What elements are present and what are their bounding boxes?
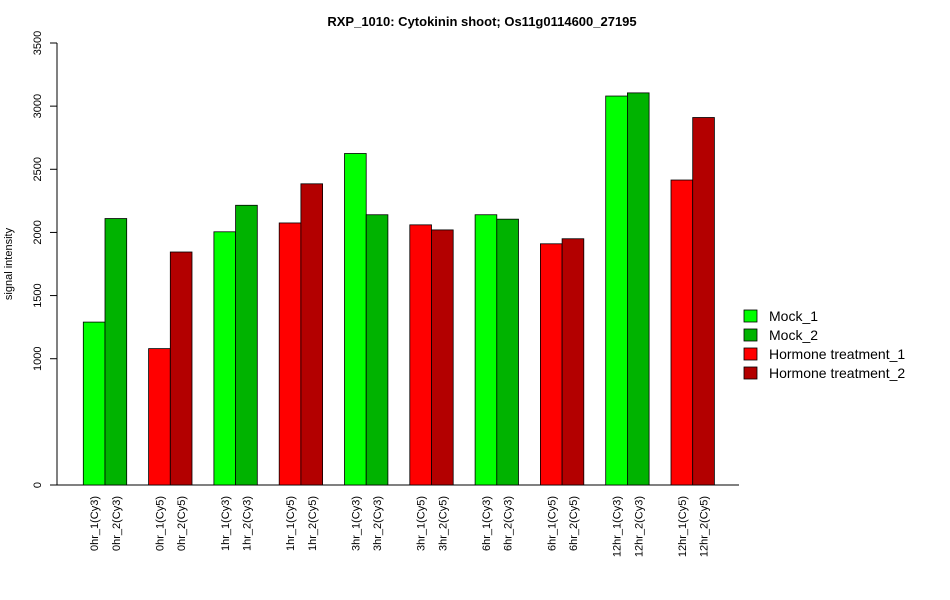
bar-12hr-1-cy5	[670, 179, 694, 486]
x-tick-label: 1hr_1(Cy5)	[285, 496, 297, 551]
x-tick-label: 6hr_1(Cy3)	[481, 496, 493, 551]
bar-6hr-1-cy3	[474, 214, 498, 486]
y-tick-label: 3000	[32, 94, 44, 118]
x-tick-label: 1hr_2(Cy5)	[307, 496, 319, 551]
y-axis-ticks: 0 1000 1500 2000 2500 3000 3500	[32, 31, 57, 488]
legend-swatch	[743, 328, 758, 342]
bar-0hr-1-cy5	[148, 348, 171, 486]
bar-12hr-1-cy3	[605, 95, 628, 486]
y-tick-label: 2500	[32, 157, 44, 181]
x-tick-label: 3hr_2(Cy5)	[437, 496, 449, 551]
x-tick-label: 12hr_2(Cy3)	[633, 496, 645, 557]
bar-3hr-1-cy3	[344, 153, 367, 486]
bar-1hr-2-cy5	[300, 183, 323, 486]
legend-swatch	[743, 366, 758, 380]
y-tick-label: 1500	[32, 283, 44, 307]
y-tick-label: 3500	[32, 31, 44, 55]
bar-0hr-1-cy3	[82, 321, 106, 486]
y-tick-label: 2000	[32, 220, 44, 244]
x-tick-label: 3hr_1(Cy5)	[416, 496, 428, 551]
x-tick-label: 3hr_1(Cy3)	[350, 496, 362, 551]
x-tick-label: 0hr_2(Cy3)	[111, 496, 123, 551]
y-tick-label: 1000	[32, 346, 44, 370]
bar-6hr-2-cy5	[561, 238, 585, 486]
bar-3hr-1-cy5	[409, 224, 432, 486]
x-tick-label: 1hr_1(Cy3)	[220, 496, 232, 551]
bar-1hr-2-cy3	[235, 204, 258, 486]
bar-1hr-1-cy5	[278, 222, 302, 486]
legend-label: Hormone treatment_2	[769, 365, 905, 381]
x-tick-label: 3hr_2(Cy3)	[372, 496, 384, 551]
x-tick-label: 6hr_2(Cy5)	[568, 496, 580, 551]
legend-swatch	[743, 347, 758, 361]
bar-0hr-2-cy3	[104, 218, 128, 486]
x-tick-label: 0hr_1(Cy5)	[154, 496, 166, 551]
legend: Mock_1 Mock_2 Hormone treatment_1 Hormone t…	[743, 308, 905, 381]
legend-label: Hormone treatment_1	[769, 346, 905, 362]
x-tick-label: 6hr_2(Cy3)	[503, 496, 515, 551]
y-axis-label: signal intensity	[3, 227, 15, 300]
bar-12hr-2-cy3	[627, 92, 650, 486]
chart-title: RXP_1010: Cytokinin shoot; Os11g0114600_…	[327, 14, 636, 29]
bar-6hr-1-cy5	[540, 243, 563, 486]
y-tick-label: 0	[32, 482, 44, 488]
legend-swatch	[743, 309, 758, 323]
x-tick-label: 6hr_1(Cy5)	[546, 496, 558, 551]
bars	[82, 92, 715, 486]
x-tick-label: 0hr_1(Cy3)	[89, 496, 101, 551]
x-tick-label: 12hr_1(Cy3)	[612, 496, 624, 557]
bar-1hr-1-cy3	[213, 231, 236, 486]
legend-label: Mock_2	[769, 327, 818, 343]
bar-3hr-2-cy5	[431, 229, 454, 486]
x-tick-label: 12hr_2(Cy5)	[699, 496, 711, 557]
x-tick-label: 12hr_1(Cy5)	[677, 496, 689, 557]
x-tick-label: 0hr_2(Cy5)	[176, 496, 188, 551]
bar-12hr-2-cy5	[692, 117, 715, 486]
legend-label: Mock_1	[769, 308, 818, 324]
x-tick-label: 1hr_2(Cy3)	[241, 496, 253, 551]
bar-6hr-2-cy3	[496, 218, 519, 486]
bar-0hr-2-cy5	[169, 251, 193, 486]
bar-3hr-2-cy3	[365, 214, 389, 486]
x-axis-tick-labels: 0hr_1(Cy3) 0hr_2(Cy3) 0hr_1(Cy5) 0hr_2(Cy5)…	[89, 496, 710, 557]
